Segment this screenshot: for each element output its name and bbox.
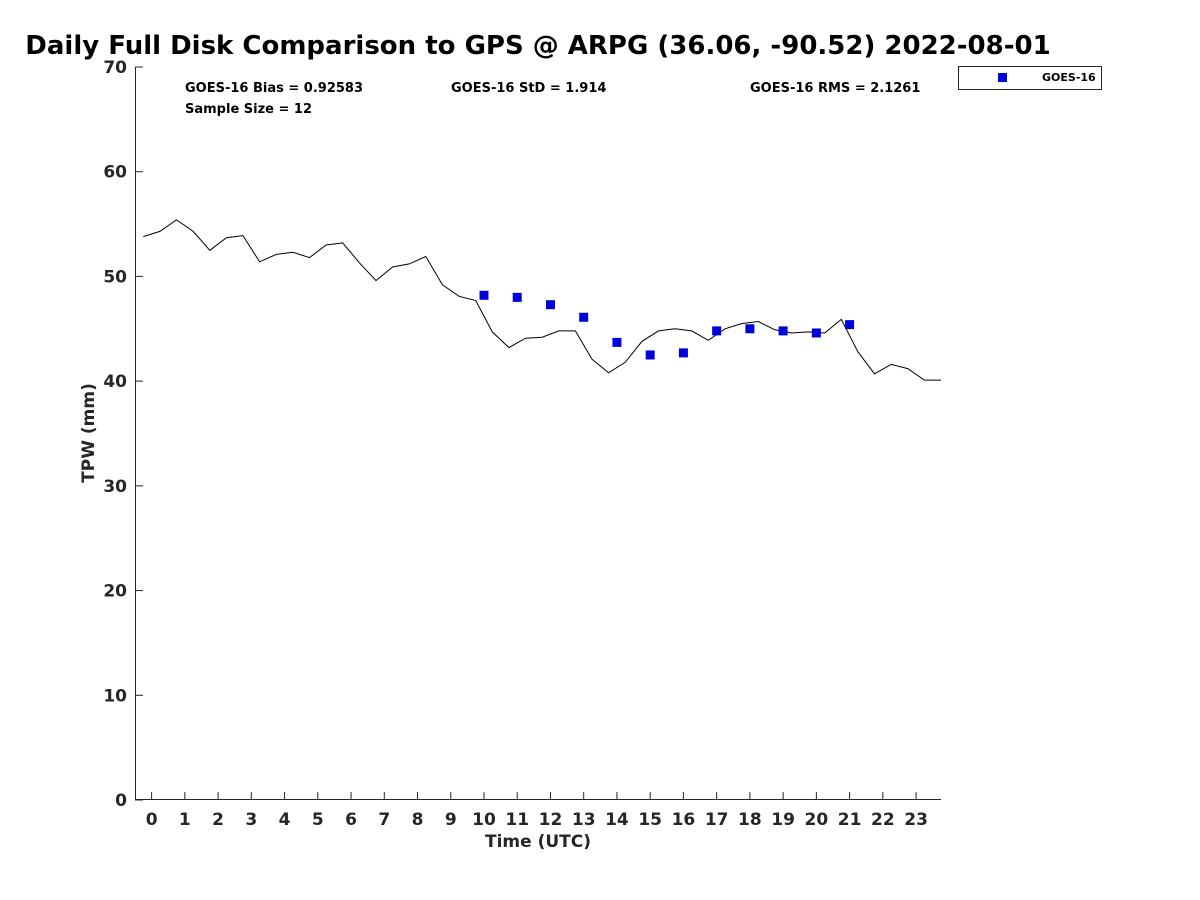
- goes16-point: [512, 292, 522, 302]
- goes16-point: [678, 348, 688, 358]
- legend-label-goes16: GOES-16: [1042, 71, 1096, 84]
- y-tick-label: 60: [103, 163, 127, 183]
- x-tick-label: 0: [146, 810, 158, 830]
- x-tick-label: 18: [738, 810, 762, 830]
- y-axis-label: TPW (mm): [79, 383, 99, 483]
- goes16-point: [545, 300, 555, 310]
- goes16-point: [712, 326, 722, 336]
- chart-title: Daily Full Disk Comparison to GPS @ ARPG…: [25, 31, 1050, 61]
- x-tick-label: 23: [904, 810, 928, 830]
- y-tick-label: 10: [103, 686, 127, 706]
- x-tick-label: 12: [539, 810, 563, 830]
- goes16-point: [645, 350, 655, 360]
- rms-stat: GOES-16 RMS = 2.1261: [750, 81, 920, 96]
- plot-area: [135, 67, 941, 800]
- bias-stat: GOES-16 Bias = 0.92583: [185, 81, 363, 96]
- series-layer: [143, 219, 941, 381]
- x-tick-label: 17: [705, 810, 729, 830]
- x-tick-label: 22: [871, 810, 895, 830]
- x-tick-label: 13: [572, 810, 596, 830]
- x-tick-label: 14: [605, 810, 629, 830]
- x-tick-label: 19: [771, 810, 795, 830]
- goes16-point: [579, 312, 589, 322]
- goes16-point: [479, 290, 489, 300]
- x-tick-label: 10: [472, 810, 496, 830]
- x-tick-label: 21: [838, 810, 862, 830]
- x-tick-label: 11: [505, 810, 529, 830]
- legend: GOES-16: [958, 66, 1102, 90]
- x-tick-label: 1: [179, 810, 191, 830]
- x-tick-label: 8: [412, 810, 424, 830]
- x-tick-label: 4: [279, 810, 291, 830]
- goes16-point: [612, 337, 622, 347]
- x-tick-label: 2: [212, 810, 224, 830]
- x-tick-label: 5: [312, 810, 324, 830]
- sample-size-stat: Sample Size = 12: [185, 102, 312, 117]
- legend-box: [958, 66, 1102, 90]
- goes16-point: [845, 320, 855, 330]
- y-tick-label: 50: [103, 267, 127, 287]
- x-tick-label: 16: [672, 810, 696, 830]
- y-tick-label: 40: [103, 372, 127, 392]
- legend-marker-goes16: [998, 73, 1007, 82]
- y-tick-label: 70: [103, 58, 127, 78]
- gps-tpw-line: [143, 219, 941, 381]
- x-tick-label: 7: [378, 810, 390, 830]
- y-tick-label: 20: [103, 582, 127, 602]
- std-stat: GOES-16 StD = 1.914: [451, 81, 606, 96]
- y-ticks: 0 10 20 30 40 50 60 70: [103, 58, 143, 811]
- goes16-point: [745, 324, 755, 334]
- x-tick-label: 6: [345, 810, 357, 830]
- x-ticks: 0 1 2 3 4 5 6 7 8 9 10 11 12 13 14 15 16 17 18 19 20 21 22 23: [146, 792, 928, 830]
- y-tick-label: 0: [115, 791, 127, 811]
- goes16-point: [811, 328, 821, 338]
- x-axis-label: Time (UTC): [485, 832, 591, 852]
- goes16-point: [778, 326, 788, 336]
- x-tick-label: 15: [638, 810, 662, 830]
- y-tick-label: 30: [103, 477, 127, 497]
- x-tick-label: 20: [805, 810, 829, 830]
- x-tick-label: 3: [245, 810, 257, 830]
- x-tick-label: 9: [445, 810, 457, 830]
